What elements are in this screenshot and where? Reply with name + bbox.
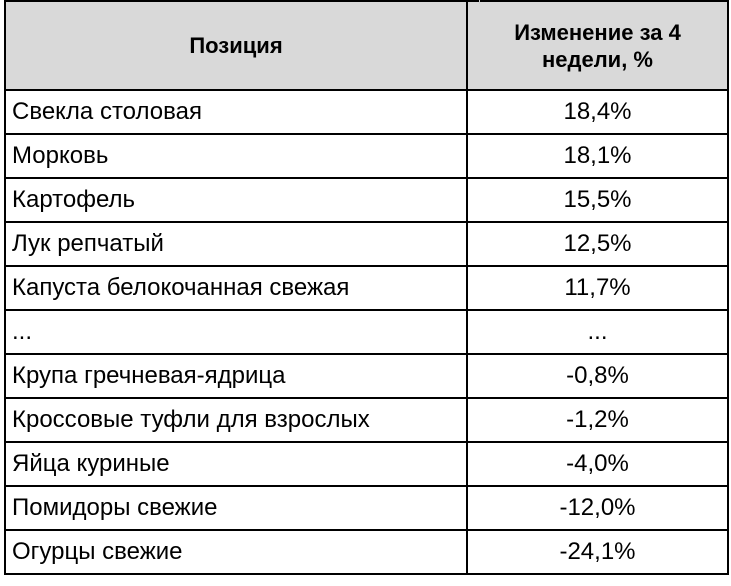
row-position: Яйца куриные [4, 441, 468, 487]
row-change: 18,4% [466, 89, 729, 135]
row-change: 11,7% [466, 265, 729, 311]
row-position: Картофель [4, 177, 468, 223]
column-divider-tick [479, 0, 480, 4]
price-change-table-container: Позиция Изменение за 4 недели, % Свекла … [4, 0, 729, 584]
row-change: -12,0% [466, 485, 729, 531]
row-change: -1,2% [466, 397, 729, 443]
table-row: Яйца куриные -4,0% [4, 441, 729, 487]
row-position: ... [4, 309, 468, 355]
row-position: Огурцы свежие [4, 529, 468, 575]
row-position: Крупа гречневая-ядрица [4, 353, 468, 399]
row-position: Кроссовые туфли для взрослых [4, 397, 468, 443]
table-body: Свекла столовая 18,4% Морковь 18,1% Карт… [4, 89, 729, 575]
table-row: Морковь 18,1% [4, 133, 729, 179]
table-row: Картофель 15,5% [4, 177, 729, 223]
header-position: Позиция [4, 0, 468, 91]
header-change: Изменение за 4 недели, % [466, 0, 729, 91]
table-row-ellipsis: ... ... [4, 309, 729, 355]
row-change: 18,1% [466, 133, 729, 179]
row-position: Лук репчатый [4, 221, 468, 267]
table-header: Позиция Изменение за 4 недели, % [4, 0, 729, 91]
table-row: Крупа гречневая-ядрица -0,8% [4, 353, 729, 399]
table-row: Помидоры свежие -12,0% [4, 485, 729, 531]
header-row: Позиция Изменение за 4 недели, % [4, 0, 729, 91]
row-position: Морковь [4, 133, 468, 179]
row-position: Свекла столовая [4, 89, 468, 135]
table-row: Кроссовые туфли для взрослых -1,2% [4, 397, 729, 443]
row-change: 12,5% [466, 221, 729, 267]
row-change: -4,0% [466, 441, 729, 487]
row-position: Помидоры свежие [4, 485, 468, 531]
table-row: Капуста белокочанная свежая 11,7% [4, 265, 729, 311]
row-position: Капуста белокочанная свежая [4, 265, 468, 311]
table-row: Лук репчатый 12,5% [4, 221, 729, 267]
row-change: 15,5% [466, 177, 729, 223]
table-row: Огурцы свежие -24,1% [4, 529, 729, 575]
table-row: Свекла столовая 18,4% [4, 89, 729, 135]
price-change-table: Позиция Изменение за 4 недели, % Свекла … [4, 0, 729, 575]
row-change: ... [466, 309, 729, 355]
row-change: -24,1% [466, 529, 729, 575]
row-change: -0,8% [466, 353, 729, 399]
